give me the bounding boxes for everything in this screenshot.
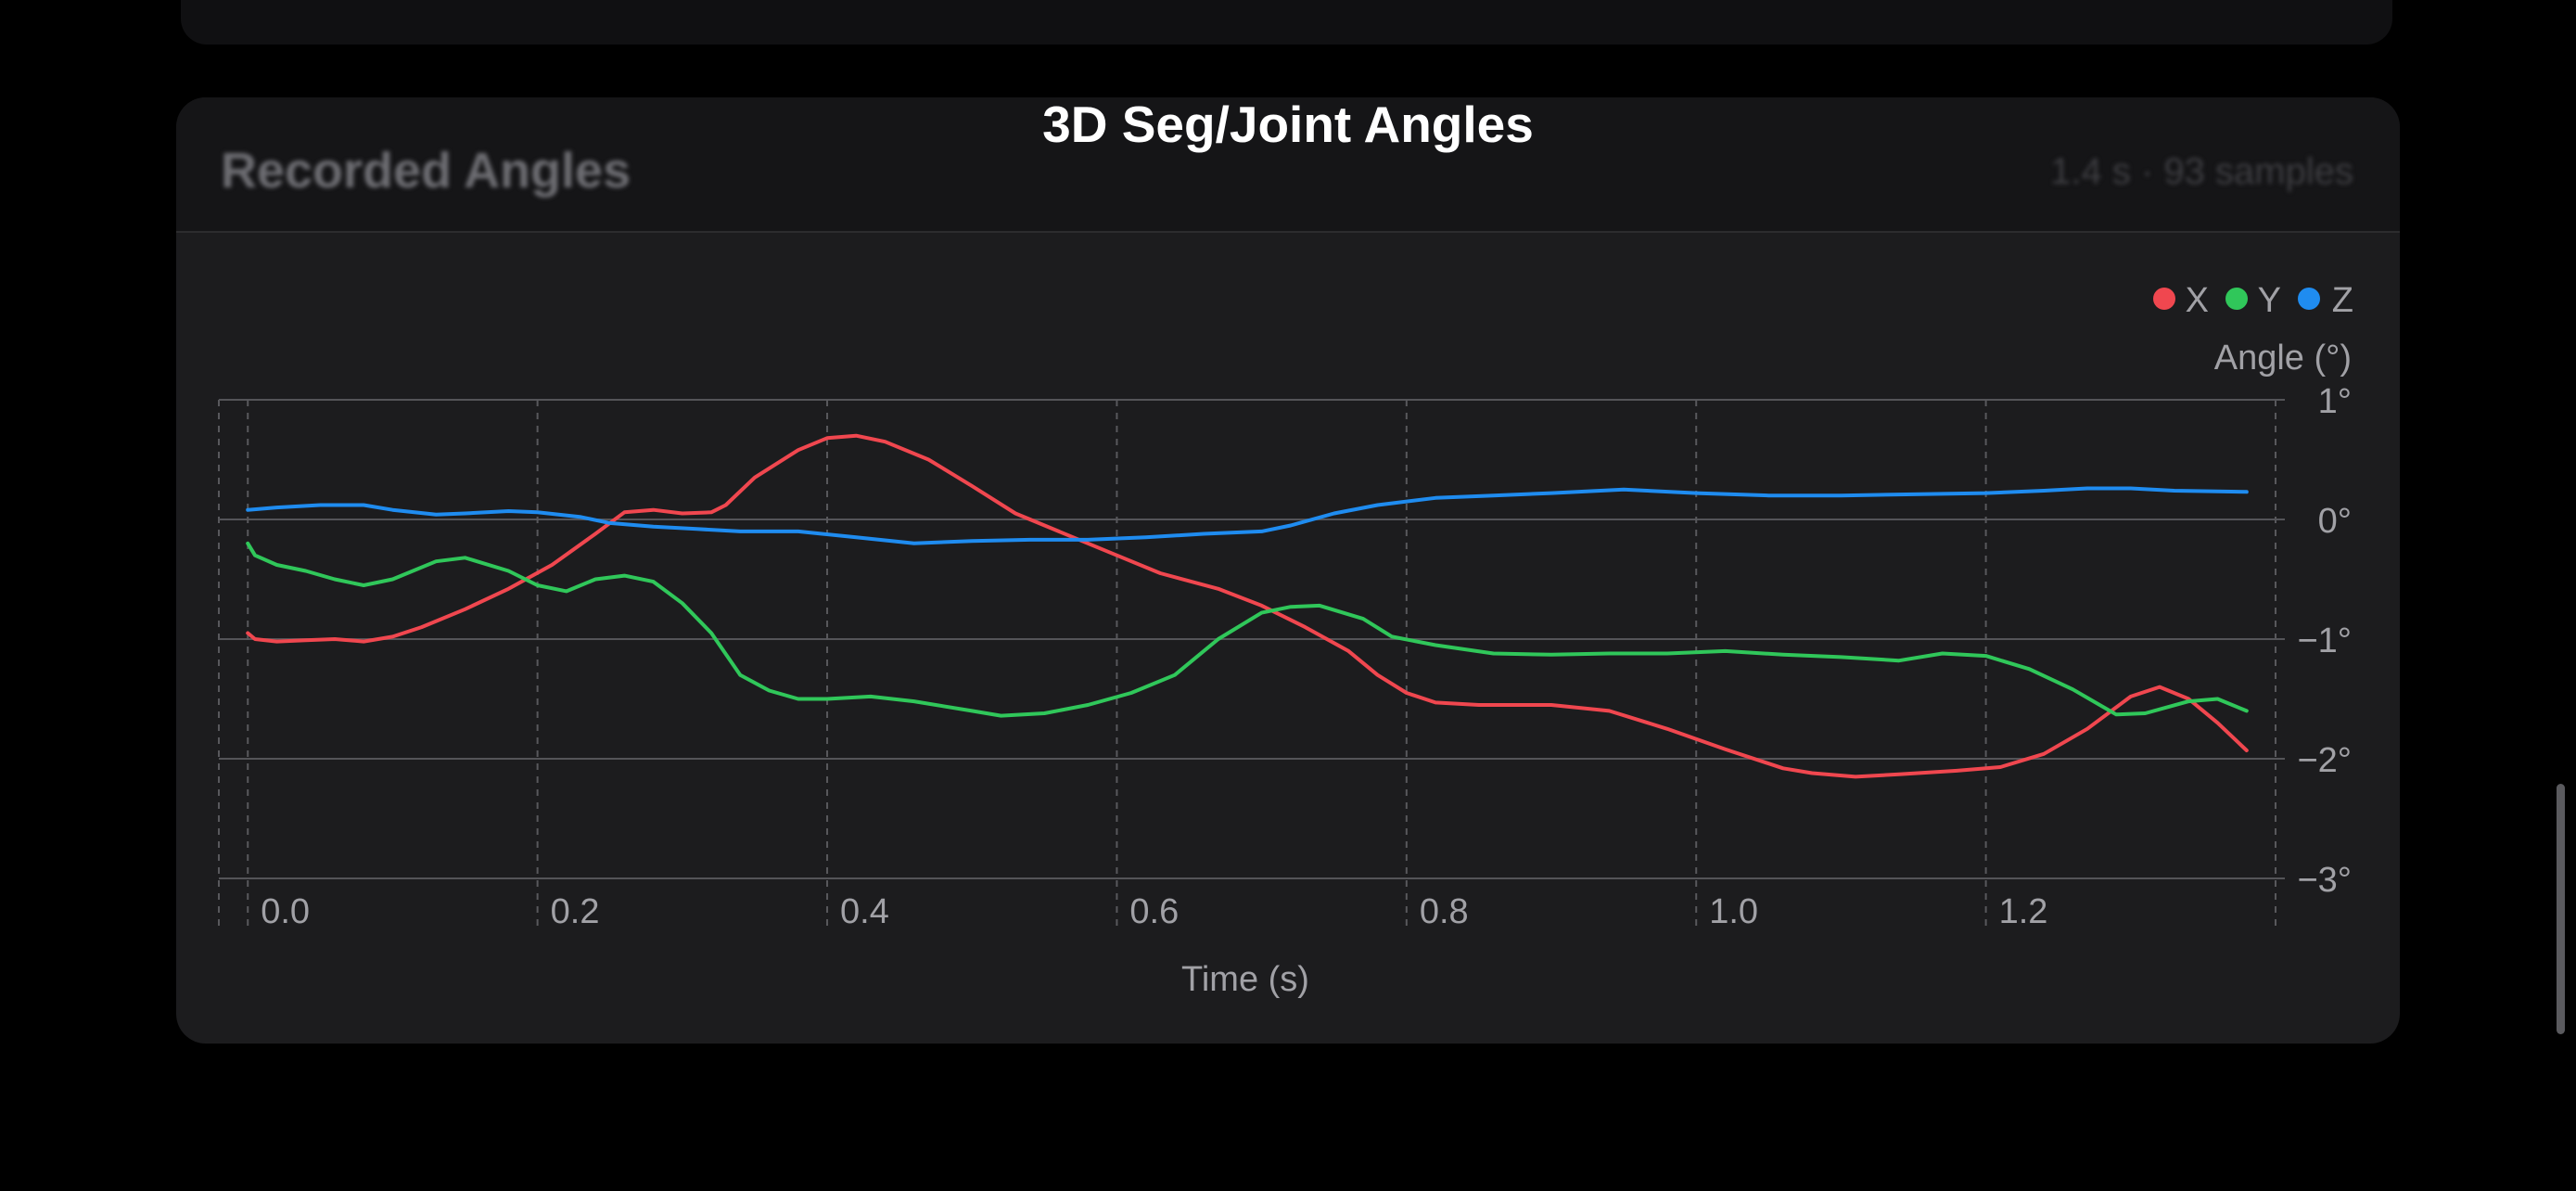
y-tick-label: 1° <box>2318 382 2352 421</box>
series-lines <box>246 433 2249 779</box>
recording-summary: 1.4 s · 93 samples <box>2050 151 2353 192</box>
recorded-angles-card: Recorded Angles 1.4 s · 93 samples <box>176 97 2400 1044</box>
legend-label-z: Z <box>2332 281 2353 320</box>
y-tick-label: −3° <box>2297 861 2352 900</box>
y-tick-label: 0° <box>2318 502 2352 541</box>
series-line-x <box>246 433 2249 779</box>
x-tick-label: 0.4 <box>840 892 889 931</box>
legend-label-y: Y <box>2258 281 2281 320</box>
legend: ZYX <box>2153 281 2353 320</box>
x-tick-label: 1.2 <box>1999 892 2048 931</box>
y-tick-label: −2° <box>2297 741 2352 780</box>
vertical-scrollbar[interactable] <box>2557 784 2565 1034</box>
legend-dot-x <box>2153 288 2175 310</box>
series-line-z <box>246 486 2249 545</box>
legend-dot-z <box>2298 288 2320 310</box>
x-tick-label: 0.2 <box>551 892 600 931</box>
x-tick-label: 0.8 <box>1420 892 1469 931</box>
y-tick-label: −1° <box>2297 621 2352 660</box>
previous-card <box>181 0 2392 45</box>
legend-label-x: X <box>2186 281 2209 320</box>
x-tick-label: 0.6 <box>1129 892 1179 931</box>
card-header: Recorded Angles 1.4 s · 93 samples <box>176 97 2400 233</box>
grid <box>218 399 2285 929</box>
x-tick-label: 1.0 <box>1709 892 1758 931</box>
section-title: Recorded Angles <box>221 143 631 198</box>
tick-labels: 1° 0° −1° −2° −3° 0.0 0.2 0.4 0.6 0.8 1.0 1.2 <box>261 382 2352 931</box>
page-title: 3D Seg/Joint Angles <box>1042 96 1534 153</box>
x-axis-title: Time (s) <box>1181 960 1309 999</box>
series-line-y <box>246 541 2249 718</box>
legend-dot-y <box>2225 288 2248 310</box>
x-tick-label: 0.0 <box>261 892 310 931</box>
y-axis-title: Angle (°) <box>2214 339 2352 378</box>
